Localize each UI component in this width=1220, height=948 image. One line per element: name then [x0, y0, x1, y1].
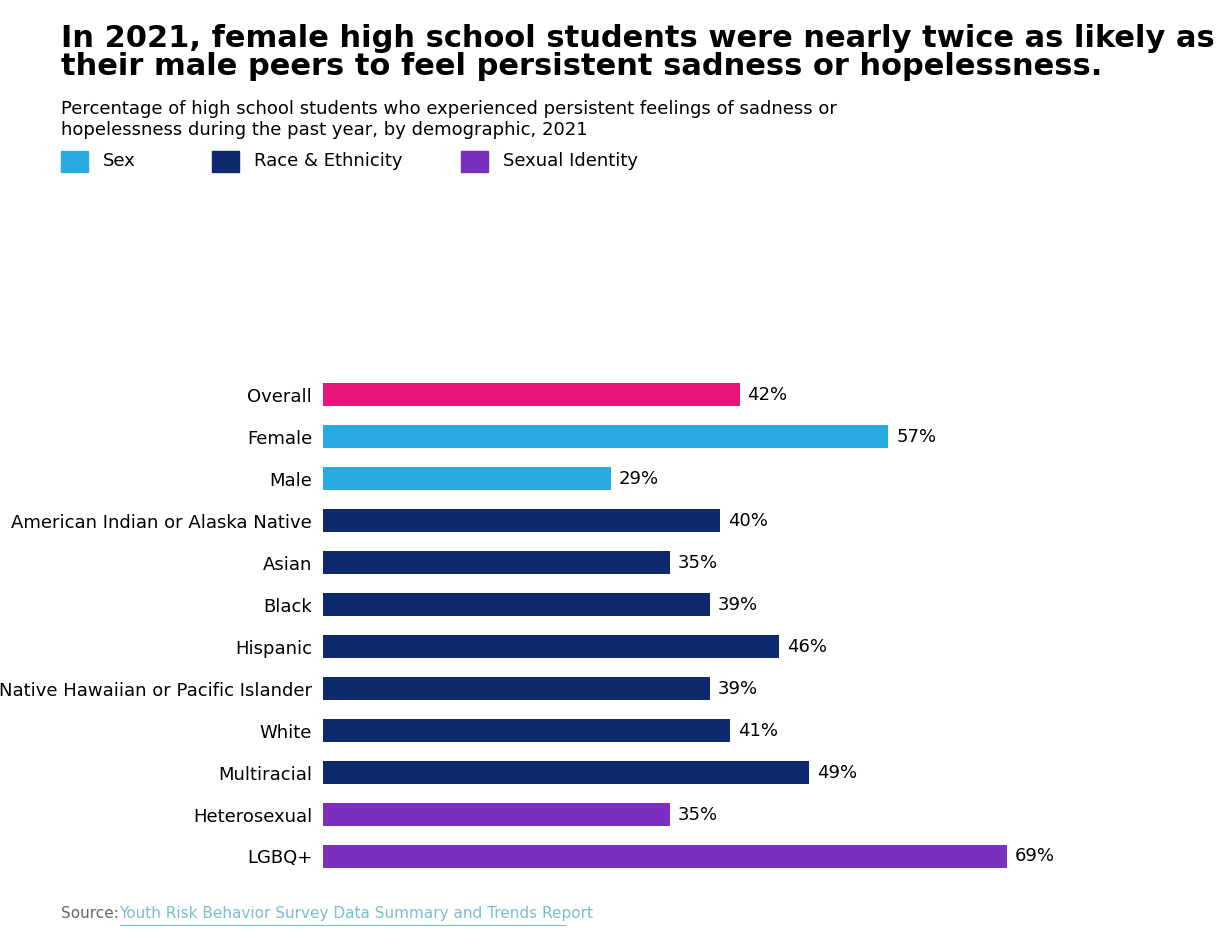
Text: 69%: 69%: [1015, 848, 1055, 866]
Text: 35%: 35%: [678, 554, 719, 572]
Bar: [323, 551, 670, 574]
Text: 35%: 35%: [678, 806, 719, 824]
Text: 29%: 29%: [619, 470, 659, 488]
Bar: [323, 635, 780, 658]
Text: Youth Risk Behavior Survey Data Summary and Trends Report: Youth Risk Behavior Survey Data Summary …: [120, 906, 594, 921]
Text: In 2021, female high school students were nearly twice as likely as: In 2021, female high school students wer…: [61, 24, 1215, 53]
Text: 42%: 42%: [748, 386, 788, 404]
Bar: [323, 803, 670, 826]
Text: Race & Ethnicity: Race & Ethnicity: [254, 153, 403, 170]
Text: 39%: 39%: [717, 595, 758, 613]
Text: their male peers to feel persistent sadness or hopelessness.: their male peers to feel persistent sadn…: [61, 52, 1103, 82]
Text: 39%: 39%: [717, 680, 758, 698]
Bar: [323, 677, 710, 701]
Bar: [323, 467, 611, 490]
Text: 46%: 46%: [787, 638, 827, 656]
Bar: [323, 383, 739, 407]
Text: Sex: Sex: [102, 153, 135, 170]
Text: 41%: 41%: [738, 721, 777, 739]
Bar: [323, 509, 720, 533]
Text: 40%: 40%: [727, 512, 767, 530]
Bar: [323, 426, 888, 448]
Text: hopelessness during the past year, by demographic, 2021: hopelessness during the past year, by de…: [61, 121, 588, 139]
Text: Source:: Source:: [61, 906, 123, 921]
Bar: [323, 761, 809, 784]
Text: 57%: 57%: [897, 428, 937, 446]
Bar: [323, 845, 1008, 868]
Text: Percentage of high school students who experienced persistent feelings of sadnes: Percentage of high school students who e…: [61, 100, 837, 118]
Bar: [323, 593, 710, 616]
Text: Sexual Identity: Sexual Identity: [503, 153, 638, 170]
Text: 49%: 49%: [817, 763, 858, 781]
Bar: [323, 719, 730, 742]
